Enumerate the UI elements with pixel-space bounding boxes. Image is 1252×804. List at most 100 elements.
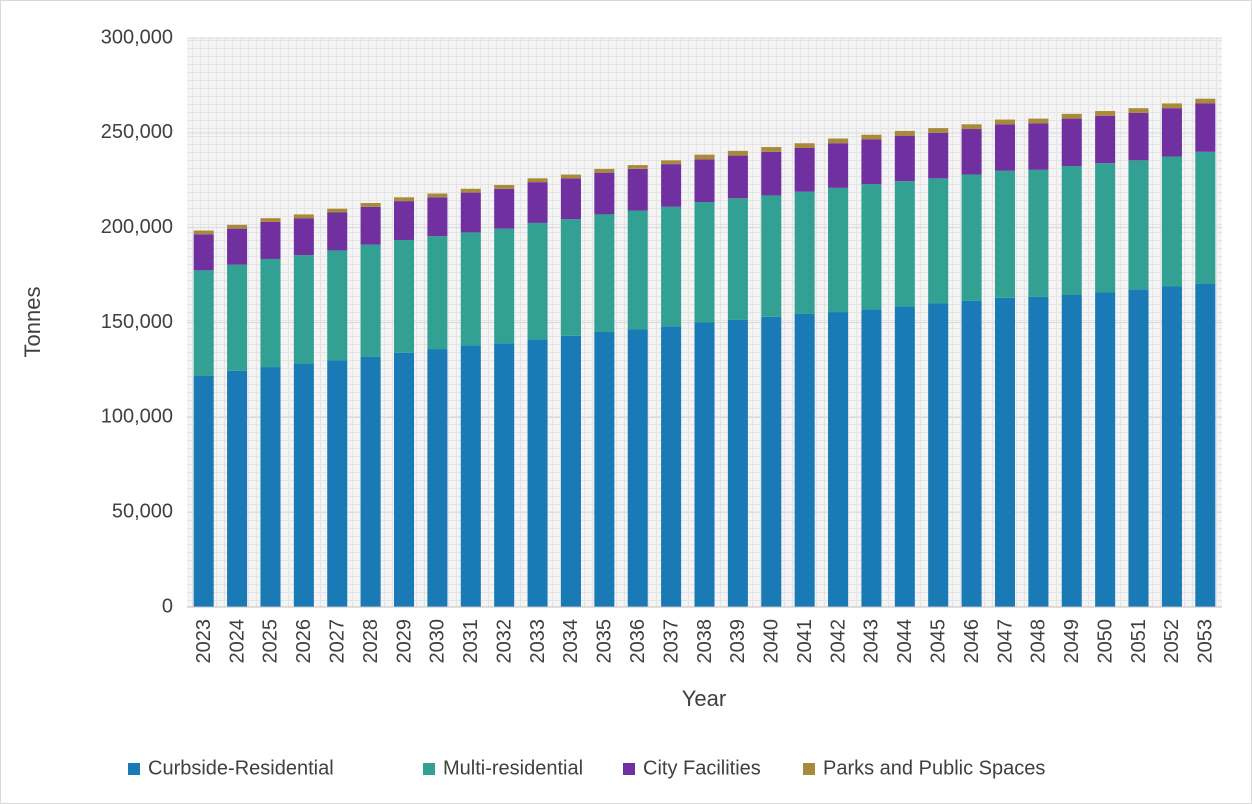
bar-segment [1161, 103, 1182, 109]
bar-segment [1195, 151, 1216, 284]
bar-segment [360, 244, 381, 357]
x-tick-label: 2033 [527, 619, 549, 664]
bar-segment [928, 132, 949, 179]
bar-segment [794, 143, 815, 149]
bar-segment [1061, 118, 1082, 167]
bar-segment [594, 331, 615, 607]
bar-segment [1195, 103, 1216, 152]
x-tick-label: 2026 [293, 619, 315, 664]
bar-segment [594, 172, 615, 215]
bar-segment [293, 214, 314, 219]
bar-segment [1028, 169, 1049, 297]
bar-segment [594, 168, 615, 173]
bar-segment [794, 148, 815, 192]
bar-segment [928, 128, 949, 133]
bar-segment [394, 352, 415, 607]
x-tick-label: 2042 [827, 619, 849, 664]
x-tick-label: 2041 [794, 619, 816, 664]
bar-segment [761, 147, 782, 152]
bar-segment [1195, 283, 1216, 607]
bar-segment [293, 255, 314, 364]
bar-segment [828, 143, 849, 188]
bar-segment [360, 356, 381, 607]
x-tick-label: 2032 [493, 619, 515, 664]
bar-segment [327, 212, 348, 251]
bar-segment [1061, 294, 1082, 607]
legend-label: City Facilities [643, 757, 761, 779]
x-tick-label: 2028 [360, 619, 382, 664]
bar-segment [494, 343, 515, 607]
bar-segment [260, 218, 281, 222]
bar-segment [694, 154, 715, 160]
x-tick-label: 2044 [894, 619, 916, 664]
y-tick-label: 100,000 [101, 406, 173, 428]
legend-swatch [623, 763, 635, 775]
bar-segment [227, 228, 248, 265]
bar-segment [1128, 108, 1149, 113]
bar-segment [761, 195, 782, 317]
bar-segment [1028, 296, 1049, 607]
legend-swatch [423, 763, 435, 775]
x-tick-label: 2034 [560, 619, 582, 664]
x-tick-label: 2046 [961, 619, 983, 664]
bar-segment [494, 184, 515, 189]
y-tick-label: 200,000 [101, 216, 173, 238]
bar-segment [961, 124, 982, 130]
bar-segment [994, 297, 1015, 607]
bar-segment [260, 258, 281, 368]
legend-swatch [128, 763, 140, 775]
bar-segment [527, 339, 548, 607]
bar-segment [761, 316, 782, 607]
x-tick-label: 2023 [193, 619, 215, 664]
bar-segment [327, 360, 348, 607]
bar-segment [394, 239, 415, 353]
bar-segment [1095, 111, 1116, 116]
bar-segment [527, 178, 548, 183]
bar-segment [1028, 123, 1049, 170]
bar-segment [1095, 292, 1116, 607]
bar-segment [394, 201, 415, 240]
bar-segment [994, 124, 1015, 171]
bar-segment [928, 303, 949, 607]
legend-swatch [803, 763, 815, 775]
bar-segment [327, 208, 348, 213]
bar-segment [894, 130, 915, 136]
bar-segment [961, 174, 982, 301]
bar-segment [327, 250, 348, 361]
x-tick-label: 2047 [994, 619, 1016, 664]
bar-segment [1028, 118, 1049, 124]
x-axis-title: Year [682, 686, 726, 711]
bar-segment [460, 232, 481, 346]
bar-segment [994, 170, 1015, 298]
bar-segment [560, 335, 581, 607]
bar-segment [727, 319, 748, 607]
legend-label: Parks and Public Spaces [823, 757, 1045, 779]
bar-segment [594, 214, 615, 332]
legend-label: Curbside-Residential [148, 757, 334, 779]
bar-segment [560, 174, 581, 179]
bar-segment [427, 349, 448, 607]
bar-segment [1095, 163, 1116, 293]
bar-segment [727, 198, 748, 320]
bar-segment [293, 218, 314, 256]
bar-segment [994, 119, 1015, 125]
bar-segment [727, 150, 748, 156]
bar-segment [961, 300, 982, 607]
y-tick-label: 250,000 [101, 121, 173, 143]
x-tick-label: 2052 [1161, 619, 1183, 664]
bar-segment [193, 230, 214, 235]
bar-segment [661, 160, 682, 165]
bar-segment [227, 370, 248, 607]
bar-segment [961, 129, 982, 175]
bar-segment [661, 326, 682, 607]
bar-segment [527, 222, 548, 340]
bar-segment [427, 197, 448, 237]
y-tick-label: 0 [162, 595, 173, 617]
y-axis-title: Tonnes [20, 287, 45, 358]
x-tick-label: 2025 [260, 619, 282, 664]
bar-segment [427, 236, 448, 350]
y-tick-label: 300,000 [101, 26, 173, 48]
bar-segment [1061, 113, 1082, 119]
legend-label: Multi-residential [443, 757, 583, 779]
